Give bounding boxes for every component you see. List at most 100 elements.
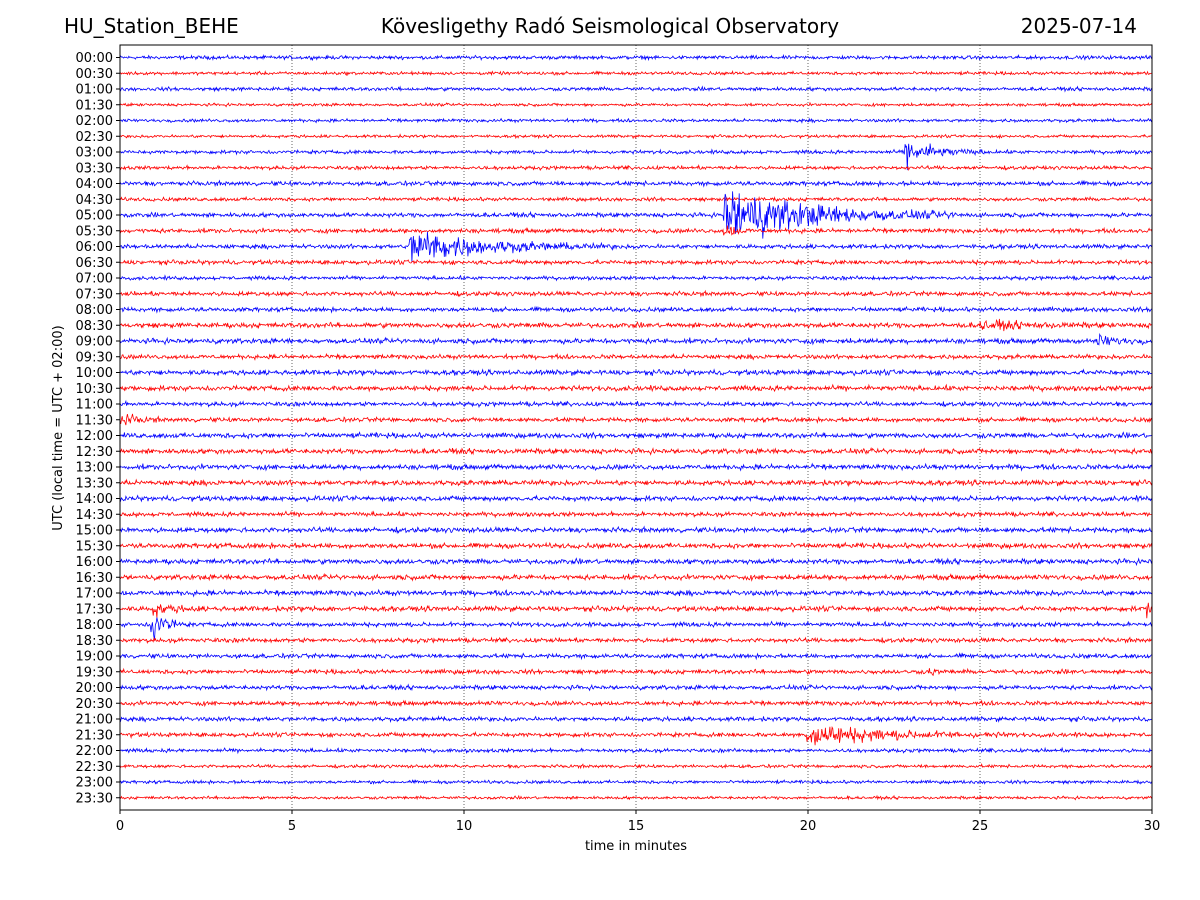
- y-tick-label-15:00: 15:00: [76, 524, 113, 539]
- trace-14:00: [120, 494, 1152, 503]
- y-tick-label-23:30: 23:30: [76, 791, 113, 806]
- trace-03:30: [120, 163, 1152, 172]
- y-tick-label-08:00: 08:00: [76, 303, 113, 318]
- y-tick-label-21:30: 21:30: [76, 728, 113, 743]
- y-tick-label-12:00: 12:00: [76, 429, 113, 444]
- date-title: 2025-07-14: [1020, 14, 1137, 38]
- y-tick-label-06:30: 06:30: [76, 256, 113, 271]
- trace-08:30: [120, 318, 1152, 332]
- trace-17:30: [120, 602, 1152, 619]
- trace-03:00: [120, 143, 1152, 171]
- y-tick-label-21:00: 21:00: [76, 713, 113, 728]
- y-tick-label-19:30: 19:30: [76, 665, 113, 680]
- trace-01:00: [120, 85, 1152, 93]
- trace-00:30: [120, 70, 1152, 77]
- trace-17:00: [120, 588, 1152, 598]
- trace-19:30: [120, 667, 1152, 677]
- y-axis-label: UTC (local time = UTC + 02:00): [51, 325, 66, 530]
- y-tick-label-11:30: 11:30: [76, 413, 113, 428]
- y-tick-label-03:30: 03:30: [76, 161, 113, 176]
- y-tick-label-03:00: 03:00: [76, 146, 113, 161]
- trace-00:00: [120, 53, 1152, 62]
- x-tick-label-10: 10: [456, 819, 473, 834]
- trace-05:00: [120, 191, 1152, 239]
- y-tick-label-17:00: 17:00: [76, 587, 113, 602]
- trace-14:30: [120, 510, 1152, 519]
- y-tick-label-10:30: 10:30: [76, 382, 113, 397]
- y-tick-label-10:00: 10:00: [76, 366, 113, 381]
- trace-06:00: [120, 231, 1152, 263]
- trace-21:30: [120, 726, 1152, 746]
- trace-10:30: [120, 383, 1152, 393]
- trace-07:30: [120, 289, 1152, 298]
- trace-04:30: [120, 195, 1152, 203]
- trace-22:00: [120, 746, 1152, 755]
- y-tick-label-13:00: 13:00: [76, 461, 113, 476]
- y-tick-label-16:30: 16:30: [76, 571, 113, 586]
- y-tick-label-18:30: 18:30: [76, 634, 113, 649]
- y-tick-label-00:30: 00:30: [76, 67, 113, 82]
- y-tick-label-11:00: 11:00: [76, 398, 113, 413]
- y-tick-label-02:00: 02:00: [76, 114, 113, 129]
- x-tick-label-0: 0: [116, 819, 124, 834]
- trace-09:30: [120, 352, 1152, 361]
- trace-12:00: [120, 431, 1152, 440]
- trace-06:30: [120, 258, 1152, 267]
- trace-11:30: [120, 413, 1152, 426]
- trace-05:30: [120, 225, 1152, 236]
- y-tick-label-13:30: 13:30: [76, 476, 113, 491]
- trace-20:00: [120, 683, 1152, 692]
- y-tick-label-00:00: 00:00: [76, 51, 113, 66]
- station-title: HU_Station_BEHE: [64, 14, 239, 38]
- trace-16:30: [120, 572, 1152, 582]
- x-axis-label: time in minutes: [585, 839, 687, 854]
- trace-02:00: [120, 117, 1152, 124]
- trace-13:30: [120, 478, 1152, 488]
- seismogram-traces: [120, 53, 1152, 801]
- y-tick-label-22:30: 22:30: [76, 760, 113, 775]
- trace-11:00: [120, 399, 1152, 409]
- trace-16:00: [120, 557, 1152, 567]
- trace-15:00: [120, 525, 1152, 535]
- y-tick-label-05:00: 05:00: [76, 209, 113, 224]
- y-tick-label-18:00: 18:00: [76, 618, 113, 633]
- trace-18:00: [120, 617, 1152, 640]
- y-tick-label-20:00: 20:00: [76, 681, 113, 696]
- y-tick-label-16:00: 16:00: [76, 555, 113, 570]
- y-tick-label-04:00: 04:00: [76, 177, 113, 192]
- y-tick-label-04:30: 04:30: [76, 193, 113, 208]
- trace-01:30: [120, 101, 1152, 108]
- y-tick-label-17:30: 17:30: [76, 602, 113, 617]
- trace-13:00: [120, 462, 1152, 472]
- y-tick-label-23:00: 23:00: [76, 776, 113, 791]
- y-tick-label-20:30: 20:30: [76, 697, 113, 712]
- trace-02:30: [120, 133, 1152, 140]
- y-tick-label-05:30: 05:30: [76, 224, 113, 239]
- y-tick-label-15:30: 15:30: [76, 539, 113, 554]
- trace-10:00: [120, 368, 1152, 377]
- y-tick-label-08:30: 08:30: [76, 319, 113, 334]
- y-tick-label-02:30: 02:30: [76, 130, 113, 145]
- y-tick-label-14:00: 14:00: [76, 492, 113, 507]
- y-tick-label-06:00: 06:00: [76, 240, 113, 255]
- grid-lines: [291, 45, 981, 810]
- y-tick-label-01:00: 01:00: [76, 83, 113, 98]
- y-tick-label-07:30: 07:30: [76, 287, 113, 302]
- trace-21:00: [120, 715, 1152, 724]
- y-tick-label-09:00: 09:00: [76, 335, 113, 350]
- y-tick-label-12:30: 12:30: [76, 445, 113, 460]
- trace-19:00: [120, 652, 1152, 661]
- trace-08:00: [120, 305, 1152, 314]
- y-tick-label-07:00: 07:00: [76, 272, 113, 287]
- x-axis-ticks: 0 5 10 15 20 25 30: [116, 810, 1160, 834]
- trace-23:30: [120, 794, 1152, 801]
- trace-20:30: [120, 699, 1152, 708]
- y-tick-label-19:00: 19:00: [76, 650, 113, 665]
- trace-09:00: [120, 332, 1152, 346]
- y-axis-ticks: 00:0000:3001:0001:3002:0002:3003:0003:30…: [76, 51, 120, 806]
- trace-07:00: [120, 274, 1152, 282]
- x-tick-label-25: 25: [972, 819, 989, 834]
- trace-23:00: [120, 778, 1152, 786]
- trace-04:00: [120, 179, 1152, 188]
